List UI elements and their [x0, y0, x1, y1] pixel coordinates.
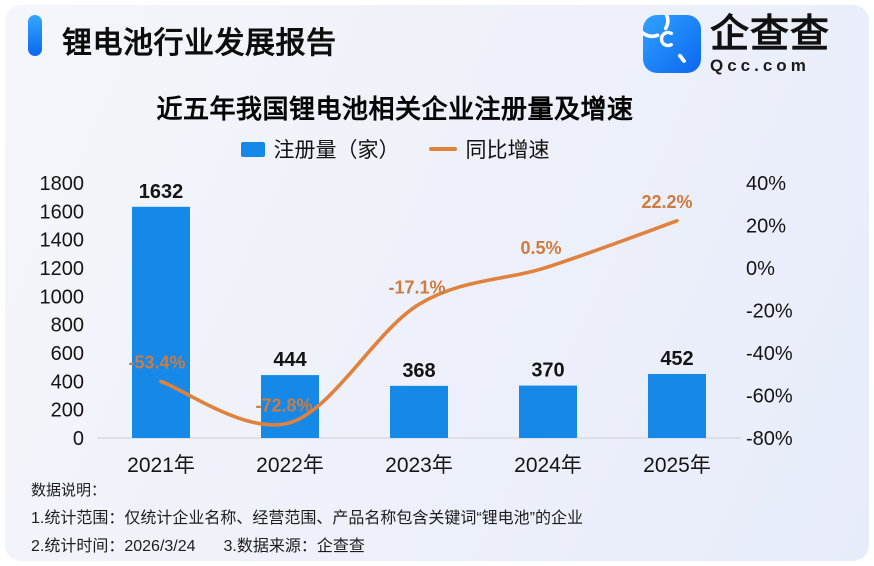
legend-line-swatch — [428, 146, 457, 152]
x-axis-label-2021年: 2021年 — [127, 454, 195, 477]
x-axis-label-2023年: 2023年 — [385, 454, 453, 477]
left-axis-tick-label: 400 — [51, 371, 84, 393]
chart-legend: 注册量（家） 同比增速 — [0, 137, 790, 162]
growth-rate-line — [159, 219, 679, 427]
growth-rate-label: 0.5% — [520, 238, 561, 258]
qcc-domain: Qcc.com — [710, 56, 810, 75]
right-axis-tick-label: 0% — [746, 258, 775, 280]
right-axis-tick-label: 20% — [746, 216, 786, 238]
right-axis-tick-label: 40% — [746, 173, 786, 195]
left-axis-tick-label: 1600 — [40, 201, 85, 223]
legend-bar-label: 注册量（家） — [273, 139, 400, 162]
qcc-logo-text: 企查查 Qcc.com — [710, 15, 830, 76]
qcc-brand-name: 企查查 — [710, 13, 831, 56]
right-axis-tick-label: -60% — [746, 386, 793, 408]
left-axis-tick-label: 1200 — [40, 258, 85, 280]
growth-rate-label: -53.4% — [128, 352, 185, 372]
bar-value-label: 444 — [273, 349, 307, 371]
bar-2022年 — [261, 375, 319, 438]
left-axis-tick-label: 600 — [51, 343, 84, 365]
bar-2023年 — [390, 385, 448, 438]
bar-value-label: 368 — [402, 360, 435, 382]
right-axis-tick-label: -20% — [746, 301, 793, 323]
chart-plot-area: 1800 1600 1400 1200 1000 800 600 400 200 0 40% 20% 0… — [40, 173, 793, 477]
data-notes-time-source: 2.统计时间：2026/3/24 3.数据来源：企查查 — [31, 537, 583, 557]
bar-2025年 — [648, 373, 706, 438]
data-notes-heading: 数据说明： — [31, 482, 107, 499]
growth-rate-label: 22.2% — [641, 192, 692, 212]
growth-rate-label: -17.1% — [388, 277, 445, 297]
right-axis-tick-label: -80% — [746, 428, 793, 450]
bar-2021年 — [132, 206, 190, 438]
bar-value-label: 1632 — [139, 181, 184, 203]
growth-rate-label: -72.8% — [255, 396, 312, 416]
data-notes-source: 3.数据来源：企查查 — [223, 538, 365, 555]
x-axis-label-2022年: 2022年 — [256, 454, 324, 477]
x-axis-label-2024年: 2024年 — [514, 454, 582, 477]
left-axis-tick-label: 200 — [51, 400, 84, 422]
bar-2024年 — [519, 385, 577, 438]
left-axis-tick-label: 0 — [73, 428, 84, 450]
qcc-logo-icon — [643, 15, 701, 73]
right-axis-tick-label: -40% — [746, 343, 793, 365]
left-axis-tick-label: 1000 — [40, 286, 85, 308]
data-notes-scope: 1.统计范围：仅统计企业名称、经营范围、产品名称包含关键词“锂电池”的企业 — [31, 510, 584, 527]
bar-value-label: 370 — [531, 360, 564, 382]
x-axis-label-2025年: 2025年 — [643, 454, 711, 477]
chart-title: 近五年我国锂电池相关企业注册量及增速 — [156, 94, 634, 124]
title-accent-bar — [28, 15, 42, 56]
legend-bar-swatch — [240, 141, 265, 157]
legend-line-label: 同比增速 — [465, 139, 550, 162]
left-axis-tick-label: 800 — [51, 315, 84, 337]
left-axis-tick-label: 1800 — [40, 173, 85, 195]
data-notes: 数据说明： 1.统计范围：仅统计企业名称、经营范围、产品名称包含关键词“锂电池”… — [31, 481, 583, 557]
data-notes-time: 2.统计时间：2026/3/24 — [31, 538, 196, 555]
bar-value-label: 452 — [660, 348, 693, 370]
report-title: 锂电池行业发展报告 — [62, 27, 337, 60]
qcc-logo: 企查查 Qcc.com — [643, 15, 830, 76]
left-axis-tick-label: 1400 — [40, 230, 85, 252]
